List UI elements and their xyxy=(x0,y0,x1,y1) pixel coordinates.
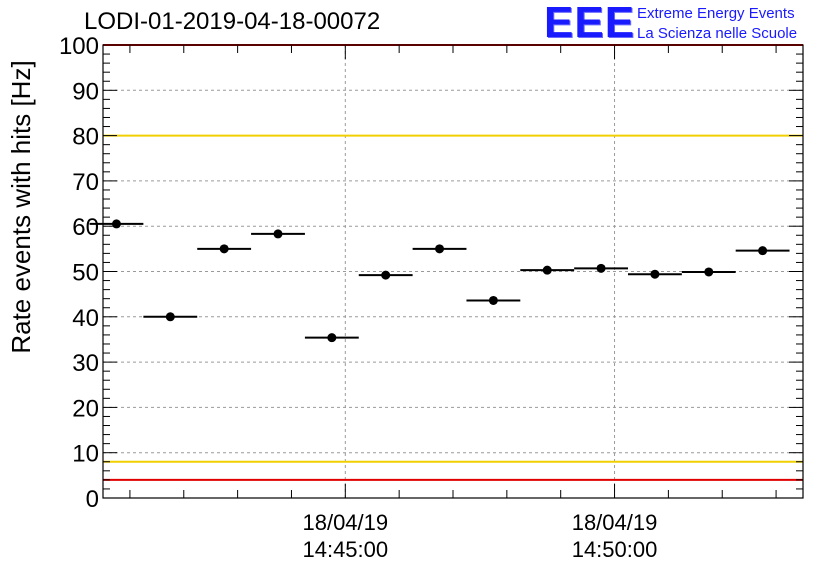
data-point xyxy=(381,270,391,280)
y-tick-label: 50 xyxy=(72,260,99,287)
y-tick-label: 20 xyxy=(72,395,99,422)
y-tick-label: 100 xyxy=(59,33,99,60)
data-point xyxy=(542,265,552,275)
y-tick-label: 70 xyxy=(72,169,99,196)
y-tick-label: 90 xyxy=(72,78,99,105)
x-tick-label-time: 14:45:00 xyxy=(302,537,388,562)
data-point xyxy=(650,269,660,279)
data-point xyxy=(758,246,768,256)
data-point xyxy=(327,333,337,343)
y-axis-label: Rate events with hits [Hz] xyxy=(6,60,36,353)
y-tick-label: 40 xyxy=(72,305,99,332)
y-tick-label: 60 xyxy=(72,214,99,241)
data-point xyxy=(704,267,714,277)
eee-logo-mark: EEE xyxy=(544,0,636,47)
data-point xyxy=(273,229,283,239)
y-tick-label: 30 xyxy=(72,350,99,377)
data-point xyxy=(111,219,121,229)
chart-title: LODI-01-2019-04-18-00072 xyxy=(84,8,381,35)
y-tick-label: 10 xyxy=(72,441,99,468)
eee-logo: EEE Extreme Energy Events La Scienza nel… xyxy=(544,0,834,47)
data-point xyxy=(488,295,498,305)
y-tick-label: 0 xyxy=(86,486,99,513)
x-tick-label-time: 14:50:00 xyxy=(572,537,658,562)
y-tick-label: 80 xyxy=(72,124,99,151)
data-point xyxy=(165,312,175,322)
data-point xyxy=(596,263,606,273)
data-point xyxy=(219,244,229,254)
logo-tagline-2: La Scienza nelle Scuole xyxy=(637,25,798,42)
x-tick-label-date: 18/04/19 xyxy=(302,510,388,535)
data-point xyxy=(435,244,445,254)
logo-tagline-1: Extreme Energy Events xyxy=(637,5,795,22)
x-tick-label-date: 18/04/19 xyxy=(572,510,658,535)
